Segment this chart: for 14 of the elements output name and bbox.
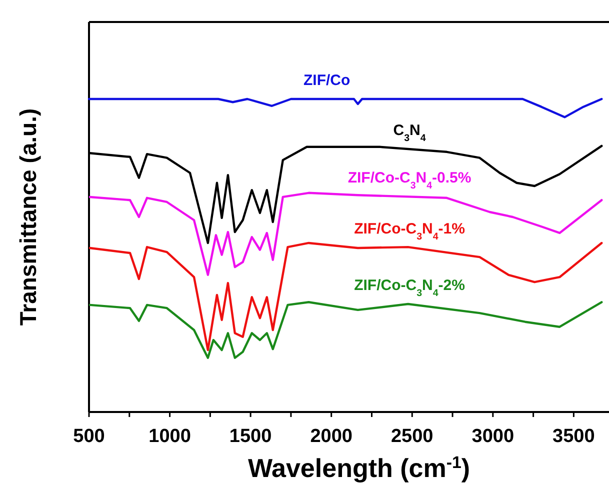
x-tick-label: 2000 <box>310 426 352 447</box>
series-label: ZIF/Co-C$_{3}$N$_{4}$-2% <box>354 277 465 299</box>
y-axis-title: Transmittance (a.u.) <box>15 108 41 326</box>
x-tick-label: 500 <box>73 426 105 447</box>
series-label: ZIF/Co <box>303 72 350 89</box>
series-label: ZIF/Co-C$_{3}$N$_{4}$-0.5% <box>348 170 472 192</box>
x-tick-label: 1000 <box>148 426 191 447</box>
series-label: ZIF/Co-C$_{3}$N$_{4}$-1% <box>354 220 465 242</box>
x-tick-label: 3000 <box>472 426 514 447</box>
series-label: C$_{3}$N$_{4}$ <box>393 122 426 144</box>
x-tick-label: 2500 <box>390 426 434 447</box>
x-axis-title: Wavelength (cm$^{-1}$) <box>248 452 470 483</box>
x-tick-label: 3500 <box>552 426 595 447</box>
x-tick-label: 1500 <box>229 426 272 447</box>
